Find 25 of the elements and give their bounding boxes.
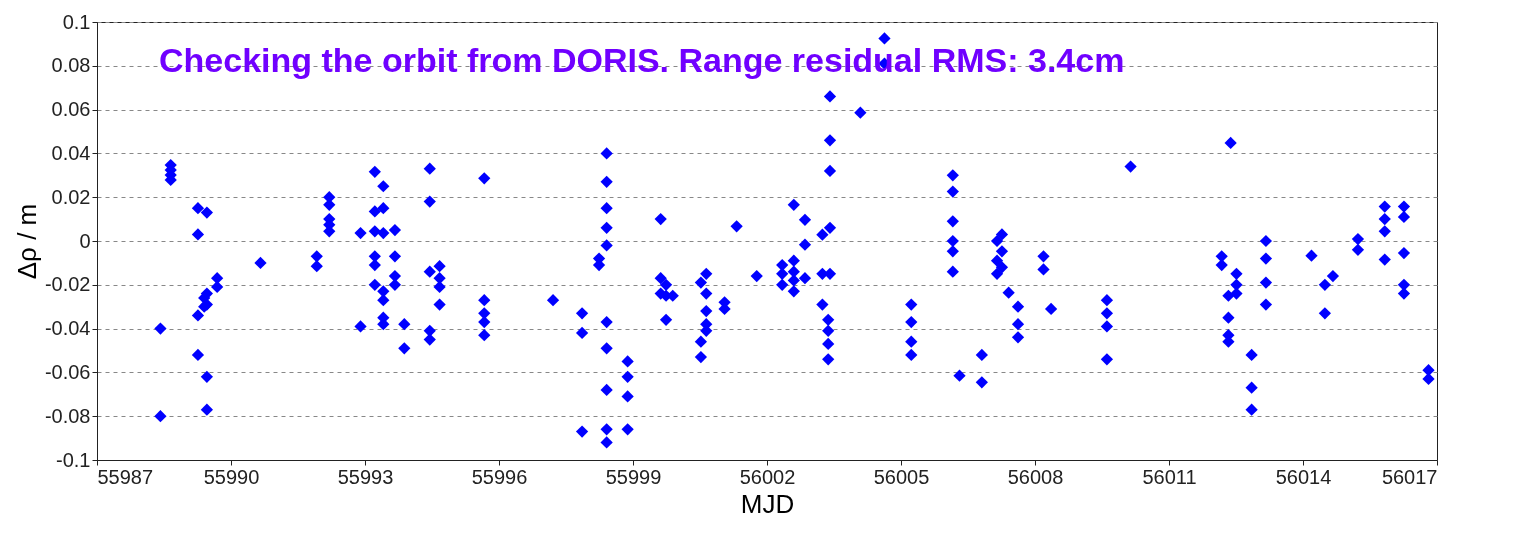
x-tick-label: 56008 bbox=[1007, 465, 1064, 488]
y-tick-label: 0.06 bbox=[51, 98, 91, 121]
y-tick-label: 0 bbox=[79, 229, 91, 252]
y-tick-label: 0.08 bbox=[51, 54, 91, 77]
x-tick-label: 56005 bbox=[873, 465, 930, 488]
y-tick-label: 0.02 bbox=[51, 185, 91, 208]
x-tick-label: 56014 bbox=[1275, 465, 1332, 488]
y-tick-label: 0.04 bbox=[51, 141, 91, 164]
y-tick-label: -0.06 bbox=[44, 360, 91, 383]
annotation: Checking the orbit from DORIS. Range residual RMS: 3.4cm bbox=[159, 41, 1125, 79]
y-tick-label: 0.1 bbox=[62, 10, 91, 33]
y-axis-title: Δρ / m bbox=[11, 203, 42, 280]
x-tick-label: 56011 bbox=[1142, 465, 1197, 488]
x-tick-label: 55999 bbox=[605, 465, 662, 488]
x-tick-label: 56002 bbox=[739, 465, 796, 488]
y-tick-label: -0.02 bbox=[44, 273, 91, 296]
x-tick-label: 55993 bbox=[337, 465, 394, 488]
x-tick-label: 56017 bbox=[1381, 465, 1438, 488]
x-tick-label: 55987 bbox=[97, 465, 154, 488]
y-tick-label: -0.08 bbox=[44, 404, 91, 427]
x-tick-label: 55990 bbox=[203, 465, 260, 488]
y-tick-label: -0.04 bbox=[44, 317, 91, 340]
x-axis-title: MJD bbox=[740, 488, 795, 519]
y-tick-label: -0.1 bbox=[56, 448, 91, 471]
x-tick-label: 55996 bbox=[471, 465, 528, 488]
